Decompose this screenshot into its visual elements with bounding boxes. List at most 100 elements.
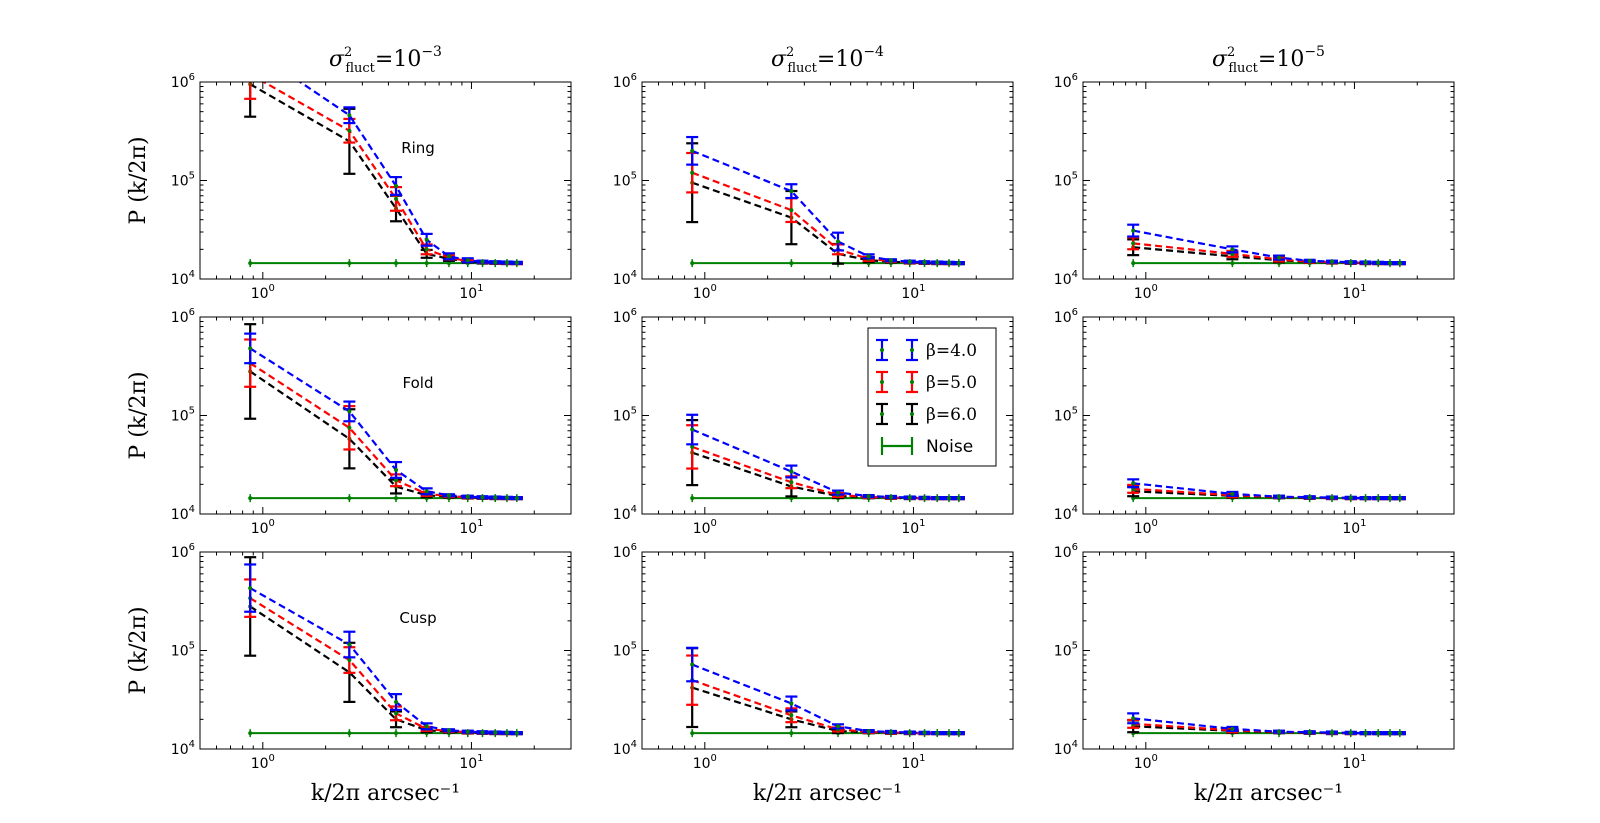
y-tick-label: 106 bbox=[613, 72, 637, 91]
data-point bbox=[424, 724, 429, 729]
y-tick-label: 106 bbox=[171, 307, 195, 326]
data-point bbox=[907, 495, 912, 500]
series-line bbox=[261, 82, 517, 265]
legend-entry: β=5.0 bbox=[876, 370, 977, 394]
plot-area bbox=[1127, 712, 1406, 738]
column-title: σ2 fluct=10−3 bbox=[329, 44, 442, 76]
data-point bbox=[1363, 260, 1368, 265]
plot-area bbox=[1127, 223, 1406, 268]
panel-r0c1: 100 101 104 105 106 bbox=[613, 72, 1014, 302]
data-point bbox=[1307, 495, 1312, 500]
y-tick-label: 106 bbox=[171, 542, 195, 561]
data-point bbox=[504, 260, 509, 265]
panel-r0c2: 100 101 104 105 106 bbox=[1054, 72, 1455, 302]
legend-label: β=6.0 bbox=[926, 405, 977, 425]
legend-marker-point bbox=[910, 412, 914, 416]
data-point bbox=[956, 731, 961, 736]
x-tick-label: 100 bbox=[1134, 283, 1158, 302]
data-point bbox=[1348, 730, 1353, 735]
data-point bbox=[935, 731, 940, 736]
data-point bbox=[394, 700, 399, 705]
x-axis-label: k/2π arcsec⁻¹ bbox=[311, 781, 460, 806]
y-tick-label: 106 bbox=[171, 72, 195, 91]
data-point bbox=[866, 254, 871, 259]
series-line bbox=[1133, 246, 1400, 265]
y-tick-label: 105 bbox=[171, 406, 195, 425]
data-point bbox=[946, 731, 951, 736]
axes-frame bbox=[641, 81, 1014, 280]
panel-r1c0: 100 101 104 105 106 Fold bbox=[171, 307, 572, 537]
y-tick-label: 105 bbox=[613, 171, 637, 190]
data-point bbox=[956, 496, 961, 501]
y-tick-label: 105 bbox=[1054, 406, 1078, 425]
legend-label: β=5.0 bbox=[926, 373, 977, 393]
y-tick-label: 106 bbox=[1054, 307, 1078, 326]
x-tick-label: 100 bbox=[1134, 753, 1158, 772]
y-tick-label: 105 bbox=[613, 406, 637, 425]
y-tick-label: 104 bbox=[1054, 504, 1078, 523]
y-tick-label: 104 bbox=[171, 269, 195, 288]
series-line bbox=[1133, 482, 1400, 500]
data-point bbox=[946, 260, 951, 265]
data-point bbox=[690, 427, 695, 432]
data-point bbox=[935, 496, 940, 501]
data-point bbox=[424, 247, 429, 252]
data-point bbox=[493, 260, 498, 265]
plot-area bbox=[1127, 478, 1406, 503]
data-point bbox=[1329, 730, 1334, 735]
y-axis-label: P (k/2π) bbox=[126, 371, 151, 459]
y-tick-label: 105 bbox=[171, 641, 195, 660]
series-line bbox=[691, 181, 959, 265]
data-point bbox=[347, 113, 352, 118]
data-point bbox=[789, 469, 794, 474]
data-point bbox=[1376, 260, 1381, 265]
data-point bbox=[1329, 259, 1334, 264]
x-tick-label: 101 bbox=[459, 283, 483, 302]
data-point bbox=[394, 183, 399, 188]
data-point bbox=[480, 495, 485, 500]
series-line bbox=[249, 347, 517, 500]
x-tick-label: 101 bbox=[901, 283, 925, 302]
plot-grid: 100 101 104 105 106 Ring 100 101 104 105 106 100 101… bbox=[126, 44, 1455, 806]
noise-point bbox=[1131, 261, 1136, 266]
data-point bbox=[789, 208, 794, 213]
data-point bbox=[480, 259, 485, 264]
plot-area bbox=[686, 646, 965, 738]
data-point bbox=[935, 260, 940, 265]
noise-point bbox=[394, 731, 399, 736]
data-point bbox=[956, 261, 961, 266]
data-point bbox=[1277, 494, 1282, 499]
x-axis-label: k/2π arcsec⁻¹ bbox=[1194, 781, 1343, 806]
y-tick-label: 104 bbox=[613, 739, 637, 758]
data-point bbox=[922, 730, 927, 735]
data-point bbox=[888, 729, 893, 734]
series-line bbox=[249, 362, 517, 500]
plot-area bbox=[686, 135, 965, 268]
series-line bbox=[1133, 717, 1400, 735]
data-point bbox=[514, 260, 519, 265]
column-title: σ2 fluct=10−4 bbox=[771, 44, 884, 76]
noise-point bbox=[248, 261, 253, 266]
panel-r2c0: 100 101 104 105 106 Cusp bbox=[171, 542, 572, 772]
legend-entry: β=6.0 bbox=[876, 402, 977, 426]
data-point bbox=[465, 729, 470, 734]
x-tick-label: 100 bbox=[693, 283, 717, 302]
noise-point bbox=[394, 261, 399, 266]
series-line bbox=[691, 171, 959, 265]
noise-point bbox=[690, 261, 695, 266]
series-line bbox=[691, 686, 959, 735]
legend-label: Noise bbox=[926, 437, 973, 457]
data-point bbox=[424, 237, 429, 242]
data-point bbox=[480, 730, 485, 735]
legend-marker-point bbox=[880, 380, 884, 384]
plot-area bbox=[244, 82, 523, 268]
series-line bbox=[249, 83, 517, 265]
panel-r1c2: 100 101 104 105 106 bbox=[1054, 307, 1455, 537]
data-point bbox=[446, 254, 451, 259]
data-point bbox=[347, 128, 352, 133]
data-point bbox=[789, 701, 794, 706]
data-point bbox=[1307, 730, 1312, 735]
legend-box bbox=[867, 327, 997, 467]
data-point bbox=[1230, 247, 1235, 252]
data-point bbox=[504, 495, 509, 500]
